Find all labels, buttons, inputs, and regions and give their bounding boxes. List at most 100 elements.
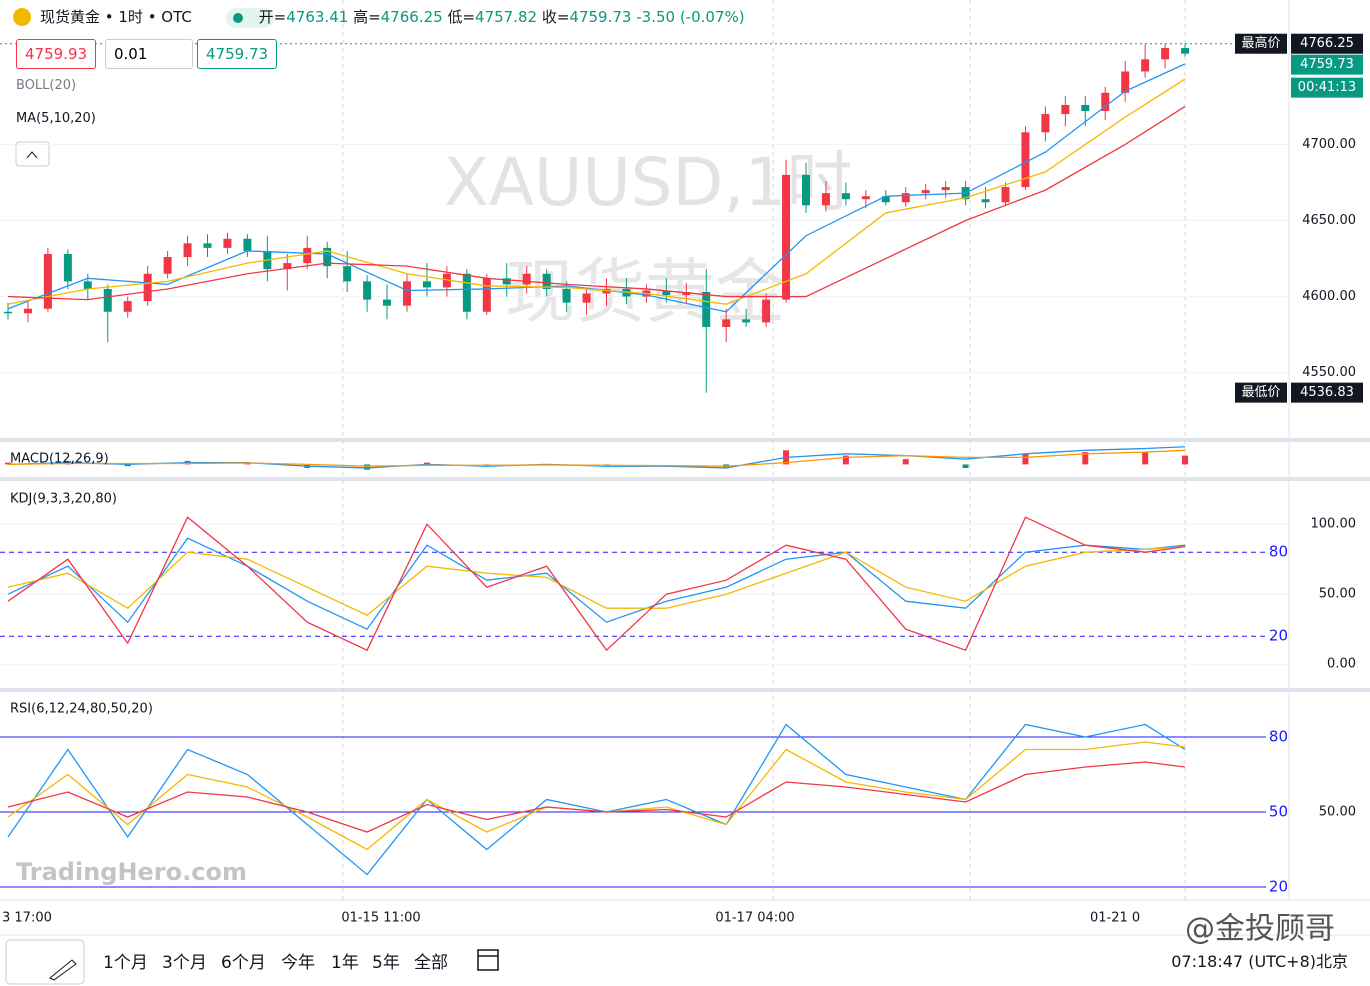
calendar-icon[interactable] <box>477 949 499 971</box>
ref-label: 20 <box>1269 878 1288 896</box>
candle-body <box>1021 132 1030 188</box>
candle-body <box>502 278 511 285</box>
indicator-line <box>7 78 1186 305</box>
candle-body <box>782 174 791 300</box>
clock: 07:18:47 (UTC+8)北京 <box>1171 952 1348 971</box>
indicator-line <box>7 449 1186 467</box>
indicator-line <box>7 741 1186 851</box>
draw-tools[interactable] <box>5 939 85 985</box>
candle-body <box>582 293 591 303</box>
candle-body <box>562 288 571 303</box>
x-tick-label: 01-21 0 <box>1090 911 1140 926</box>
countdown-bg <box>1291 77 1363 98</box>
candle-body <box>1161 48 1170 60</box>
candle-body <box>43 253 52 309</box>
low-label-bg <box>1235 382 1287 403</box>
brand-watermark: TradingHero.com <box>16 858 247 886</box>
macd-bar <box>364 464 371 470</box>
range-button[interactable]: 1年 <box>331 953 359 973</box>
candle-body <box>482 278 491 312</box>
y-tick-label: 4600.00 <box>1302 289 1356 304</box>
low-value: 4536.83 <box>1300 385 1354 400</box>
range-button[interactable]: 3个月 <box>162 953 207 973</box>
candle-body <box>83 281 92 289</box>
range-button[interactable]: 6个月 <box>221 953 266 973</box>
separator <box>0 688 1370 692</box>
countdown: 00:41:13 <box>1298 80 1356 95</box>
y-tick-label: 50.00 <box>1319 587 1356 602</box>
candle-body <box>542 273 551 289</box>
macd-bar <box>423 462 430 465</box>
indicator-line <box>7 105 1186 301</box>
ohlc-label: 高= <box>353 8 381 26</box>
x-tick-label: 01-17 04:00 <box>715 911 794 926</box>
candle-body <box>722 319 731 327</box>
candle-body <box>921 190 930 194</box>
candle-body <box>1061 104 1070 115</box>
macd-bar <box>1182 455 1189 465</box>
bid-box[interactable]: 4759.93 <box>16 39 97 69</box>
ohlc-label: 低= <box>447 8 476 26</box>
candle-body <box>363 281 372 300</box>
range-button[interactable]: 5年 <box>372 953 400 973</box>
ask-box[interactable]: 4759.73 <box>197 39 278 69</box>
macd-bar <box>842 455 849 465</box>
collapse-icon <box>26 151 38 159</box>
candle-body <box>442 273 451 288</box>
macd-bar <box>902 459 909 465</box>
range-button[interactable]: 全部 <box>414 953 448 973</box>
candle-body <box>702 292 711 327</box>
candle-body <box>1121 71 1130 93</box>
candle-body <box>343 266 352 282</box>
panel-title: RSI(6,12,24,80,50,20) <box>10 702 153 717</box>
ohlc: 开=4763.41 高=4766.25 低=4757.82 收=4759.73 … <box>259 8 745 26</box>
candle-body <box>901 193 910 203</box>
panel-title: KDJ(9,3,3,20,80) <box>10 492 117 507</box>
indicator-line <box>7 446 1186 469</box>
candle-body <box>861 196 870 200</box>
candle-body <box>143 273 152 302</box>
last-price-bg <box>1291 54 1363 75</box>
indicator-line <box>7 723 1186 876</box>
range-button[interactable]: 今年 <box>281 953 315 973</box>
ref-label: 50 <box>1269 803 1288 821</box>
candle-body <box>422 281 431 288</box>
candle-body <box>103 288 112 312</box>
high-label-bg <box>1235 33 1287 54</box>
low-label: 最低价 <box>1241 385 1280 400</box>
ohlc-label: 开= <box>258 8 287 26</box>
candle-body <box>283 263 292 270</box>
candle-body <box>183 243 192 258</box>
x-tick-label: 01-15 11:00 <box>341 911 420 926</box>
macd-bar <box>1082 452 1089 465</box>
macd-bar <box>962 464 969 468</box>
collapse-button[interactable] <box>15 141 50 167</box>
y-tick-label: 100.00 <box>1311 517 1357 532</box>
macd-bar <box>124 464 131 467</box>
panel-title: MACD(12,26,9) <box>10 452 109 467</box>
watermark: XAUUSD,1时 <box>444 144 853 221</box>
author-watermark: @金投顾哥 <box>1185 912 1335 947</box>
candle-body <box>662 290 671 296</box>
y-tick-label: 4550.00 <box>1302 365 1356 380</box>
change-pct: (-0.07%) <box>679 8 745 26</box>
y-tick-label: 4700.00 <box>1302 137 1356 152</box>
candle-body <box>462 273 471 312</box>
ohlc-value: 4763.41 <box>286 8 349 26</box>
spread-box: 0.01 <box>105 39 193 69</box>
ref-label: 80 <box>1269 728 1288 746</box>
candle-body <box>941 187 950 191</box>
y-tick-label: 0.00 <box>1327 657 1356 672</box>
ohlc-value: 4757.82 <box>475 8 538 26</box>
candle-body <box>303 247 312 264</box>
candle-body <box>203 243 212 248</box>
candle-body <box>323 247 332 267</box>
high-value: 4766.25 <box>1300 36 1354 51</box>
high-value-bg <box>1291 33 1363 54</box>
macd-bar <box>1022 453 1029 465</box>
range-button[interactable]: 1个月 <box>103 953 148 973</box>
symbol-header: 现货黄金 • 1时 • OTC 开=4763.41 高=4766.25 低=47… <box>40 6 745 27</box>
low-value-bg <box>1291 382 1363 403</box>
